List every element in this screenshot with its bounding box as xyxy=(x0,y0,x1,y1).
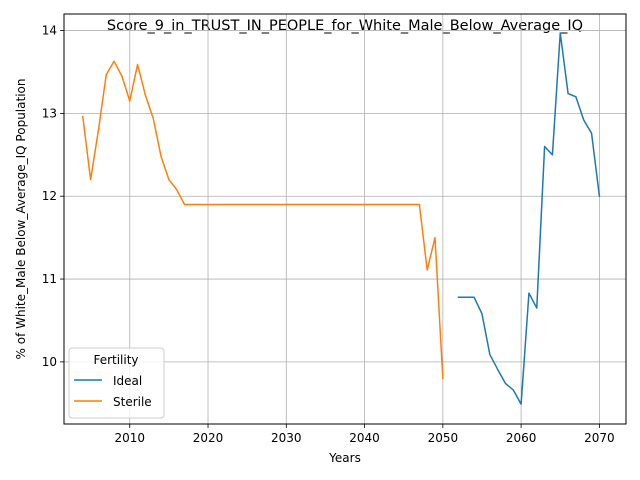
x-tick-label: 2030 xyxy=(271,431,302,445)
x-tick-label: 2060 xyxy=(506,431,537,445)
y-axis-label: % of White_Male Below_Average_IQ Populat… xyxy=(14,79,28,360)
y-tick-label: 14 xyxy=(42,24,57,38)
series-layer xyxy=(81,32,601,405)
x-tick-label: 2010 xyxy=(114,431,145,445)
legend-label-ideal: Ideal xyxy=(113,374,142,388)
y-tick-label: 13 xyxy=(42,106,57,120)
y-tick-label: 10 xyxy=(42,355,57,369)
series-line-ideal xyxy=(457,32,601,405)
y-axis: 10 11 12 13 14 xyxy=(42,24,64,369)
x-tick-label: 2040 xyxy=(349,431,380,445)
x-tick-label: 2070 xyxy=(584,431,615,445)
y-tick-label: 12 xyxy=(42,189,57,203)
y-tick-label: 11 xyxy=(42,272,57,286)
series-line-sterile xyxy=(81,60,444,380)
chart-title: Score_9_in_TRUST_IN_PEOPLE_for_White_Mal… xyxy=(107,18,583,34)
legend-label-sterile: Sterile xyxy=(113,395,152,409)
x-axis: 2010 2020 2030 2040 2050 2060 2070 xyxy=(114,424,615,445)
plot-frame xyxy=(63,13,627,425)
x-tick-label: 2050 xyxy=(428,431,459,445)
legend-title: Fertility xyxy=(93,353,138,367)
legend: Fertility Ideal Sterile xyxy=(68,347,165,419)
x-tick-label: 2020 xyxy=(193,431,224,445)
x-axis-label: Years xyxy=(328,451,361,465)
